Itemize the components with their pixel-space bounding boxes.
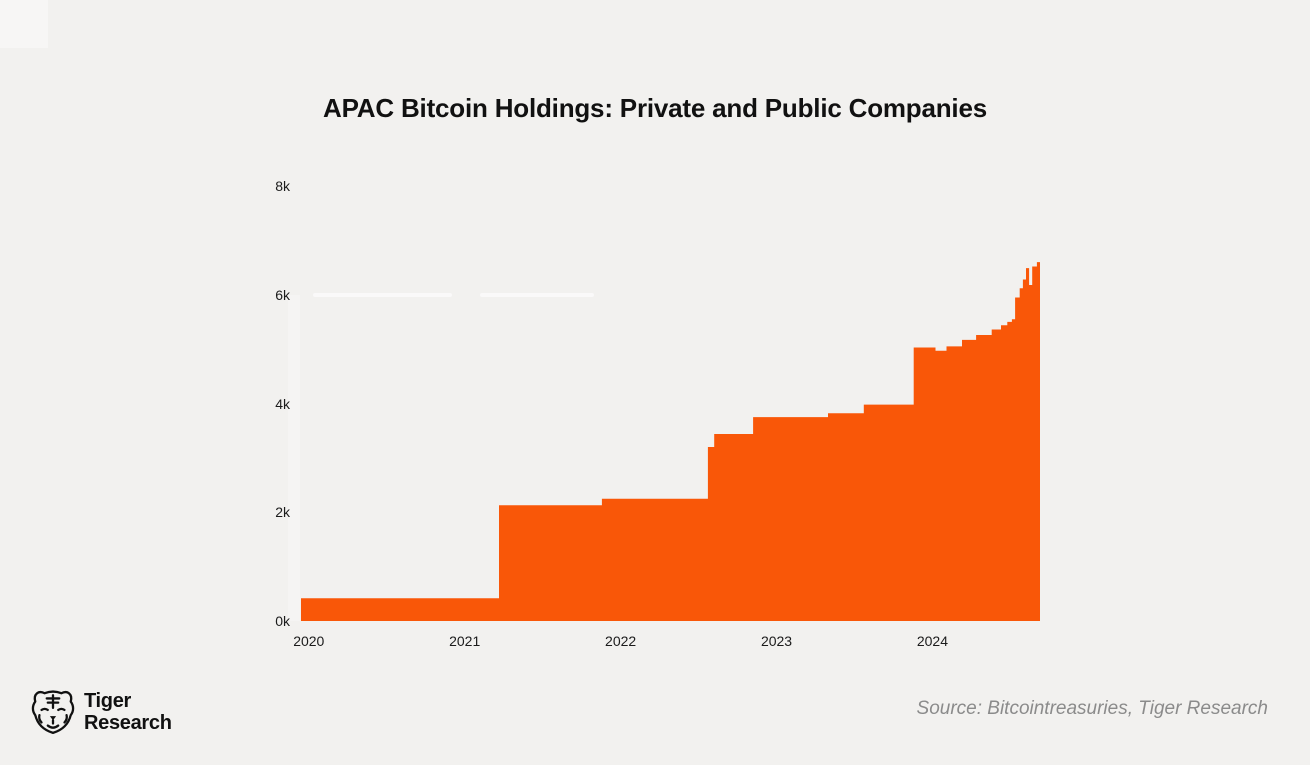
y-tick-label-8k: 8k xyxy=(275,178,290,194)
y-tick-label-4k: 4k xyxy=(275,395,290,412)
y-tick-label-2k: 2k xyxy=(275,504,290,521)
gridline-6k-segment-2 xyxy=(480,292,595,297)
area-chart xyxy=(301,262,1040,621)
page-title: APAC Bitcoin Holdings: Private and Publi… xyxy=(323,93,987,124)
y-tick-label-0k: 0k xyxy=(275,613,290,629)
y-tick-label-6k: 6k xyxy=(275,286,290,303)
tiger-research-logo: Tiger Research xyxy=(30,688,172,736)
btc-holdings-area xyxy=(301,262,1040,621)
x-tick-label-2021: 2021 xyxy=(449,633,481,649)
logo-line2: Research xyxy=(84,712,172,734)
logo-wordmark: Tiger Research xyxy=(84,690,172,734)
gridline-6k-segment-1 xyxy=(313,292,453,297)
corner-highlight xyxy=(0,0,48,48)
x-tick-label-2023: 2023 xyxy=(760,633,793,649)
y-axis-strip xyxy=(288,295,300,621)
tiger-icon xyxy=(31,690,75,735)
x-tick-label-2020: 2020 xyxy=(293,633,325,649)
x-tick-label-2024: 2024 xyxy=(916,633,948,649)
logo-line1: Tiger xyxy=(84,690,132,712)
source-note: Source: Bitcointreasuries, Tiger Researc… xyxy=(916,698,1268,719)
x-tick-label-2022: 2022 xyxy=(605,633,637,649)
